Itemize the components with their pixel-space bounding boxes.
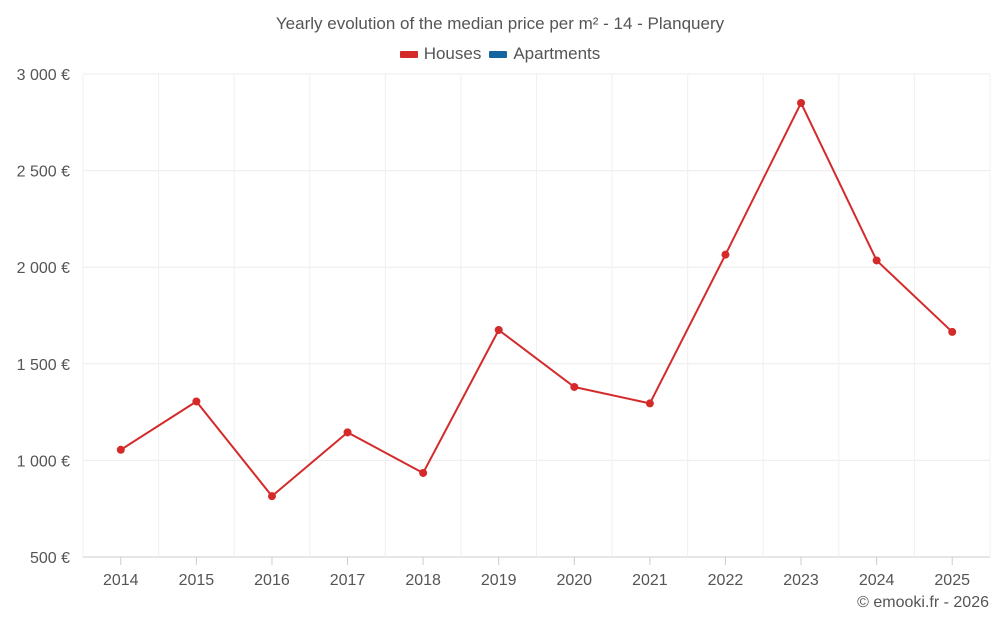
- x-tick-label: 2023: [783, 572, 819, 589]
- copyright-watermark: © emooki.fr - 2026: [857, 594, 989, 611]
- x-tick-label: 2017: [330, 572, 366, 589]
- x-tick-label: 2018: [405, 572, 441, 589]
- legend-swatch-apartments: [489, 50, 508, 58]
- legend-item-apartments[interactable]: Apartments: [489, 44, 600, 64]
- y-tick-label: 1 000 €: [17, 453, 70, 470]
- x-tick-label: 2015: [179, 572, 215, 589]
- x-tick-label: 2016: [254, 572, 290, 589]
- data-point-houses-2024: [872, 256, 881, 265]
- data-point-houses-2020: [570, 382, 579, 391]
- data-point-houses-2017: [343, 428, 352, 437]
- legend-label-houses: Houses: [423, 44, 482, 63]
- series-line-houses: [120, 101, 953, 498]
- x-tick-label: 2024: [859, 572, 895, 589]
- data-point-houses-2016: [267, 492, 276, 501]
- x-tick-label: 2020: [556, 572, 592, 589]
- legend-swatch-houses: [399, 50, 418, 58]
- y-tick-label: 3 000 €: [17, 67, 70, 84]
- x-tick-label: 2025: [934, 572, 970, 589]
- legend: Houses Apartments: [0, 44, 1000, 64]
- legend-item-houses[interactable]: Houses: [399, 44, 482, 64]
- data-point-houses-2018: [419, 468, 428, 477]
- y-tick-label: 2 000 €: [17, 260, 70, 277]
- data-point-houses-2023: [797, 98, 806, 107]
- data-point-houses-2021: [645, 399, 654, 408]
- y-tick-label: 500 €: [30, 550, 70, 567]
- data-point-houses-2019: [494, 325, 503, 334]
- x-tick-label: 2019: [481, 572, 517, 589]
- data-point-houses-2022: [721, 250, 730, 259]
- x-tick-label: 2022: [708, 572, 744, 589]
- x-tick-label: 2014: [103, 572, 139, 589]
- data-point-houses-2015: [192, 397, 201, 406]
- x-tick-label: 2021: [632, 572, 668, 589]
- data-point-houses-2014: [116, 445, 125, 454]
- chart-title: Yearly evolution of the median price per…: [275, 14, 725, 33]
- data-point-houses-2025: [948, 327, 957, 336]
- y-tick-label: 2 500 €: [17, 164, 70, 181]
- legend-label-apartments: Apartments: [513, 44, 601, 63]
- y-tick-label: 1 500 €: [17, 357, 70, 374]
